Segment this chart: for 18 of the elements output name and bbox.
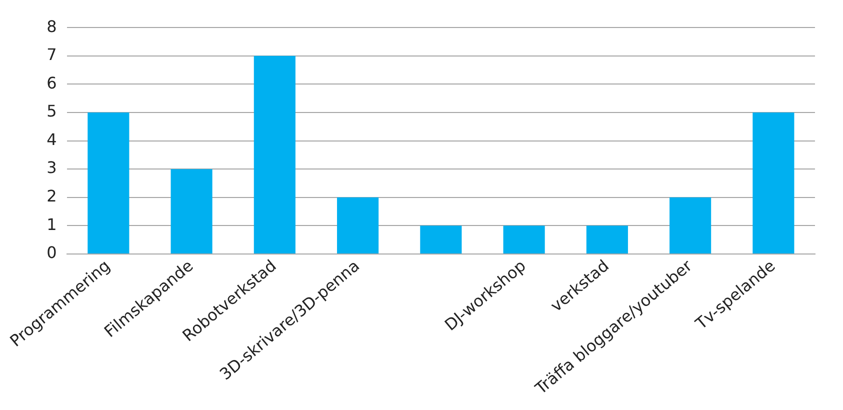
bar (670, 197, 712, 254)
bar (88, 112, 130, 254)
y-tick-label: 0 (46, 243, 57, 262)
bar (420, 226, 462, 254)
y-tick-label: 6 (46, 73, 57, 92)
bar (254, 56, 296, 254)
bar (170, 169, 212, 254)
y-tick-label: 4 (46, 130, 57, 149)
bar (752, 112, 794, 254)
bar (503, 226, 545, 254)
bar (586, 226, 628, 254)
y-tick-label: 7 (46, 45, 57, 64)
y-tick-label: 2 (46, 186, 57, 206)
y-tick-label: 8 (46, 16, 57, 36)
y-tick-label: 5 (46, 102, 57, 121)
y-tick-label: 3 (46, 158, 57, 178)
bar (337, 197, 379, 254)
y-tick-label: 1 (46, 214, 57, 234)
